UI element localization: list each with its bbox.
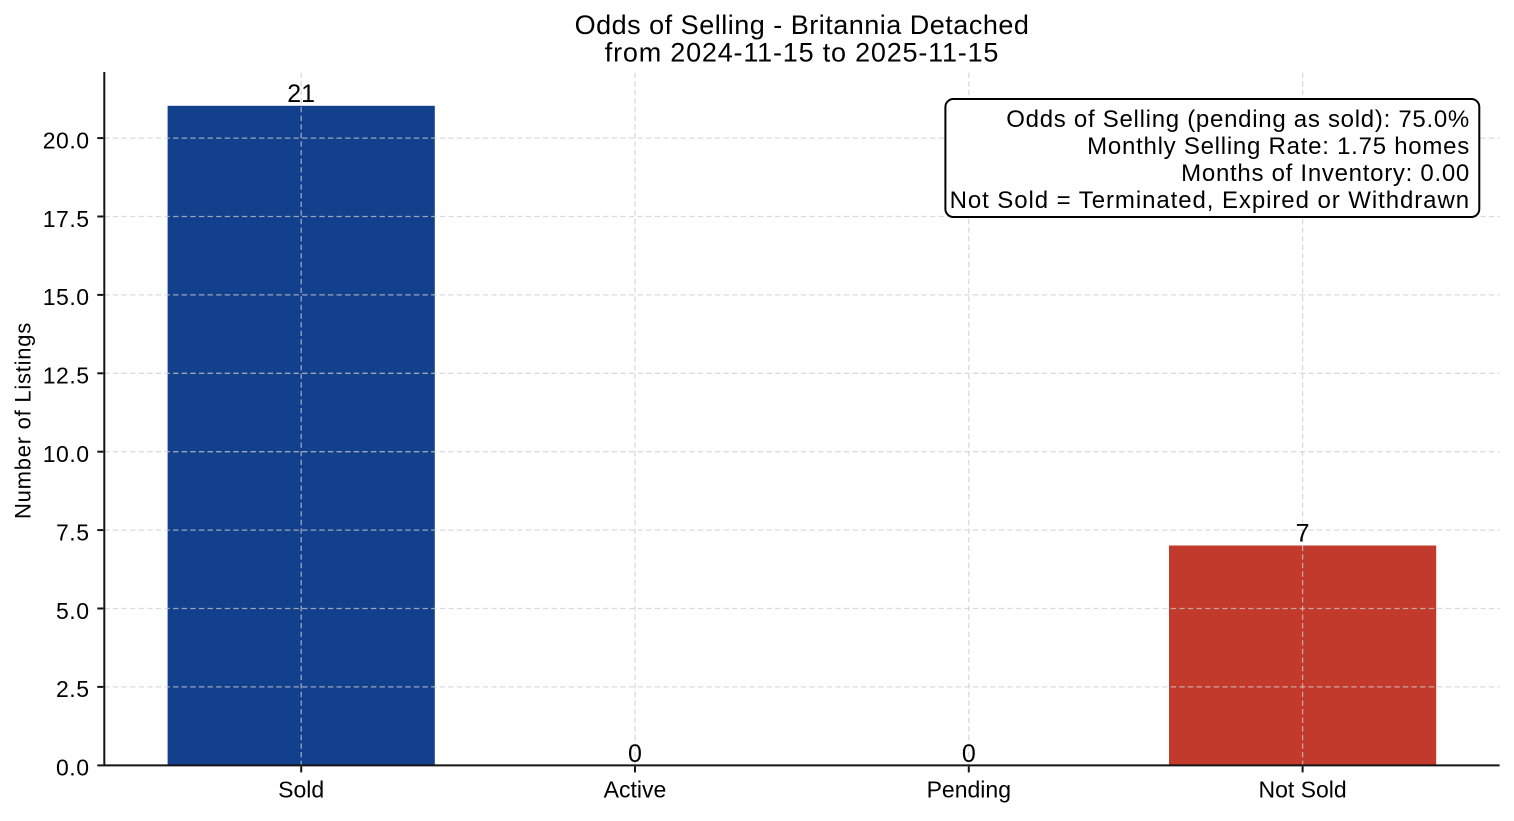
svg-text:Odds of Selling (pending as so: Odds of Selling (pending as sold): 75.0% <box>1006 106 1470 133</box>
svg-text:7: 7 <box>1296 520 1310 548</box>
svg-text:10.0: 10.0 <box>43 441 90 467</box>
svg-text:2.5: 2.5 <box>56 676 89 702</box>
svg-text:5.0: 5.0 <box>56 598 89 624</box>
svg-text:Not Sold = Terminated, Expired: Not Sold = Terminated, Expired or Withdr… <box>950 187 1470 214</box>
svg-text:0: 0 <box>962 740 976 768</box>
svg-text:0.0: 0.0 <box>56 755 89 781</box>
svg-text:Pending: Pending <box>927 777 1011 803</box>
svg-text:15.0: 15.0 <box>43 284 90 310</box>
svg-text:Active: Active <box>604 777 667 803</box>
svg-text:Sold: Sold <box>278 777 324 803</box>
svg-text:7.5: 7.5 <box>56 519 89 545</box>
svg-text:Number of Listings: Number of Listings <box>11 322 36 519</box>
svg-text:Monthly Selling Rate: 1.75 hom: Monthly Selling Rate: 1.75 homes <box>1087 133 1470 160</box>
svg-text:17.5: 17.5 <box>43 206 90 232</box>
svg-text:12.5: 12.5 <box>43 363 90 389</box>
svg-text:Months of Inventory: 0.00: Months of Inventory: 0.00 <box>1181 160 1470 187</box>
svg-text:Not Sold: Not Sold <box>1258 777 1346 803</box>
svg-text:21: 21 <box>287 80 315 108</box>
svg-text:from 2024-11-15 to 2025-11-15: from 2024-11-15 to 2025-11-15 <box>605 38 999 68</box>
svg-text:Odds of Selling - Britannia De: Odds of Selling - Britannia Detached <box>575 10 1030 40</box>
svg-text:20.0: 20.0 <box>43 127 90 153</box>
svg-text:0: 0 <box>628 740 642 768</box>
